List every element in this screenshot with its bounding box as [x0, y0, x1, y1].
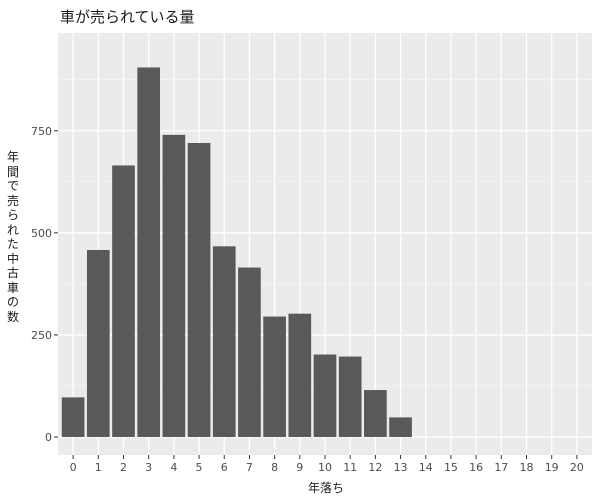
x-tick-label: 9 — [296, 461, 303, 474]
bar-7 — [238, 267, 261, 437]
x-tick-label: 10 — [318, 461, 332, 474]
bar-13 — [389, 417, 412, 437]
x-tick-label: 5 — [196, 461, 203, 474]
y-tick-label: 500 — [31, 227, 52, 240]
bar-4 — [162, 134, 186, 438]
y-tick-label: 750 — [31, 125, 52, 138]
chart-title: 車が売られている量 — [60, 8, 195, 26]
bar-6 — [212, 246, 236, 437]
x-tick-label: 19 — [545, 461, 559, 474]
x-tick-label: 14 — [419, 461, 433, 474]
x-tick-label: 15 — [444, 461, 458, 474]
x-tick-label: 16 — [469, 461, 483, 474]
x-tick-label: 11 — [343, 461, 357, 474]
y-tick-label: 0 — [45, 431, 52, 444]
x-tick-label: 20 — [570, 461, 584, 474]
bar-12 — [364, 390, 387, 437]
bar-0 — [61, 397, 85, 437]
x-tick-label: 4 — [170, 461, 177, 474]
bar-9 — [288, 313, 312, 437]
x-tick-label: 6 — [221, 461, 228, 474]
x-tick-label: 3 — [145, 461, 152, 474]
x-tick-label: 1 — [95, 461, 102, 474]
x-tick-label: 2 — [120, 461, 127, 474]
x-tick-label: 8 — [271, 461, 278, 474]
x-tick-label: 0 — [70, 461, 77, 474]
y-axis-label: 年間で売られた中古車の数 — [6, 150, 19, 324]
x-axis-label: 年落ち — [307, 481, 344, 495]
x-tick-label: 17 — [494, 461, 508, 474]
bar-5 — [187, 143, 211, 437]
bar-2 — [112, 165, 135, 438]
bar-8 — [263, 316, 286, 437]
x-tick-label: 7 — [246, 461, 253, 474]
x-tick-label: 12 — [368, 461, 382, 474]
bar-1 — [86, 249, 110, 437]
bar-3 — [137, 67, 161, 437]
bar-10 — [313, 354, 337, 437]
bar-11 — [338, 356, 362, 437]
y-tick-label: 250 — [31, 329, 52, 342]
x-tick-label: 18 — [520, 461, 534, 474]
x-tick-label: 13 — [394, 461, 408, 474]
